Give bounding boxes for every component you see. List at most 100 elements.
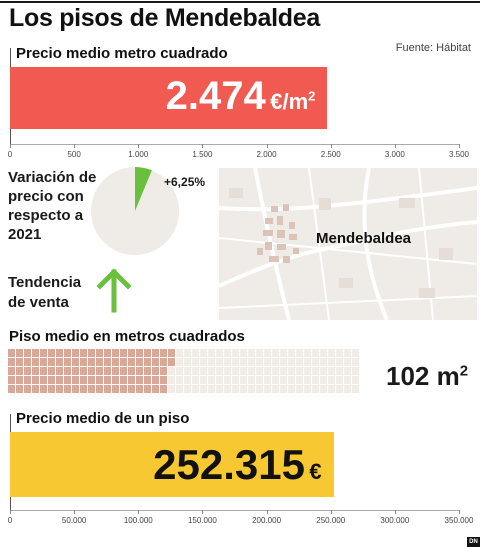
waffle-cell	[232, 349, 239, 357]
waffle-cell	[208, 358, 215, 366]
waffle-cell	[72, 376, 79, 384]
top-rule	[0, 1, 480, 3]
waffle-cell	[296, 349, 303, 357]
waffle-cell	[40, 358, 47, 366]
waffle-cell	[144, 358, 151, 366]
price-m2-tick	[202, 144, 204, 148]
waffle-cell	[272, 358, 279, 366]
price-m2-tick-label: 500	[67, 150, 81, 159]
waffle-cell	[208, 367, 215, 375]
waffle-cell	[248, 376, 255, 384]
waffle-cell	[160, 358, 167, 366]
price-tick	[394, 510, 396, 514]
price-title: Precio medio de un piso	[16, 410, 190, 427]
price-m2-number: 2.474	[165, 74, 266, 118]
waffle-cell	[176, 376, 183, 384]
waffle-cell	[208, 385, 215, 393]
waffle-cell	[8, 349, 15, 357]
price-m2-tick-label: 2.500	[320, 150, 341, 159]
waffle-cell	[288, 367, 295, 375]
waffle-cell	[240, 385, 247, 393]
waffle-cell	[104, 349, 111, 357]
waffle-cell	[336, 367, 343, 375]
waffle-cell	[328, 385, 335, 393]
waffle-cell	[344, 358, 351, 366]
price-tick	[266, 510, 268, 514]
waffle-cell	[32, 385, 39, 393]
waffle-cell	[56, 349, 63, 357]
waffle-cell	[40, 367, 47, 375]
waffle-cell	[136, 358, 143, 366]
waffle-cell	[152, 349, 159, 357]
waffle-cell	[128, 349, 135, 357]
waffle-cell	[176, 367, 183, 375]
waffle-cell	[296, 367, 303, 375]
price-bar: 252.315 €	[10, 432, 334, 497]
waffle-cell	[176, 358, 183, 366]
waffle-cell	[256, 367, 263, 375]
waffle-cell	[64, 376, 71, 384]
waffle-cell	[224, 385, 231, 393]
waffle-cell	[112, 376, 119, 384]
price-tick-label: 150.000	[187, 516, 217, 525]
waffle-cell	[328, 376, 335, 384]
price-tick-label: 200.000	[252, 516, 282, 525]
publisher-badge: DN	[467, 537, 480, 547]
waffle-cell	[192, 376, 199, 384]
waffle-cell	[240, 358, 247, 366]
price-tick-label: 50.000	[61, 516, 87, 525]
waffle-cell	[64, 358, 71, 366]
waffle-cell	[16, 385, 23, 393]
waffle-cell	[240, 349, 247, 357]
waffle-cell	[224, 376, 231, 384]
waffle-cell	[16, 358, 23, 366]
waffle-cell	[184, 385, 191, 393]
size-value-exp: 2	[459, 362, 469, 380]
price-m2-unit: €/m2	[270, 89, 315, 114]
waffle-cell	[312, 385, 319, 393]
waffle-cell	[32, 349, 39, 357]
waffle-cell	[288, 385, 295, 393]
waffle-cell	[24, 349, 31, 357]
waffle-cell	[16, 376, 23, 384]
waffle-cell	[24, 385, 31, 393]
waffle-cell	[280, 358, 287, 366]
waffle-cell	[312, 367, 319, 375]
waffle-cell	[136, 349, 143, 357]
waffle-cell	[96, 349, 103, 357]
waffle-cell	[8, 367, 15, 375]
waffle-cell	[272, 385, 279, 393]
waffle-cell	[304, 385, 311, 393]
waffle-cell	[192, 349, 199, 357]
waffle-cell	[160, 367, 167, 375]
waffle-cell	[16, 349, 23, 357]
waffle-cell	[128, 358, 135, 366]
waffle-cell	[256, 385, 263, 393]
waffle-cell	[112, 385, 119, 393]
waffle-cell	[216, 367, 223, 375]
waffle-cell	[264, 385, 271, 393]
waffle-cell	[232, 358, 239, 366]
waffle-cell	[256, 349, 263, 357]
price-tick-label: 350.000	[444, 516, 474, 525]
price-tick	[10, 510, 11, 514]
price-tick	[459, 510, 460, 514]
waffle-cell	[8, 376, 15, 384]
price-m2-tick	[138, 144, 140, 148]
waffle-cell	[256, 358, 263, 366]
waffle-cell	[80, 367, 87, 375]
waffle-cell	[264, 358, 271, 366]
waffle-cell	[168, 385, 175, 393]
variation-pie	[91, 167, 179, 255]
waffle-cell	[56, 385, 63, 393]
waffle-cell	[184, 376, 191, 384]
waffle-cell	[224, 358, 231, 366]
waffle-cell	[168, 367, 175, 375]
size-value-text: 102 m	[386, 361, 460, 391]
waffle-cell	[344, 349, 351, 357]
waffle-cell	[48, 349, 55, 357]
price-m2-bar: 2.474 €/m2	[10, 67, 328, 129]
waffle-cell	[56, 358, 63, 366]
waffle-cell	[192, 358, 199, 366]
waffle-cell	[88, 367, 95, 375]
